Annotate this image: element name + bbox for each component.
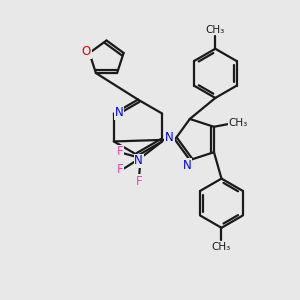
Text: CH₃: CH₃ — [228, 118, 248, 128]
Text: N: N — [182, 159, 191, 172]
Text: CH₃: CH₃ — [212, 242, 231, 252]
Text: CH₃: CH₃ — [206, 25, 225, 34]
Text: F: F — [117, 164, 124, 176]
Text: F: F — [136, 175, 142, 188]
Text: O: O — [82, 45, 91, 58]
Text: N: N — [134, 154, 143, 167]
Text: F: F — [117, 146, 124, 158]
Text: N: N — [165, 130, 174, 144]
Text: N: N — [115, 106, 124, 119]
